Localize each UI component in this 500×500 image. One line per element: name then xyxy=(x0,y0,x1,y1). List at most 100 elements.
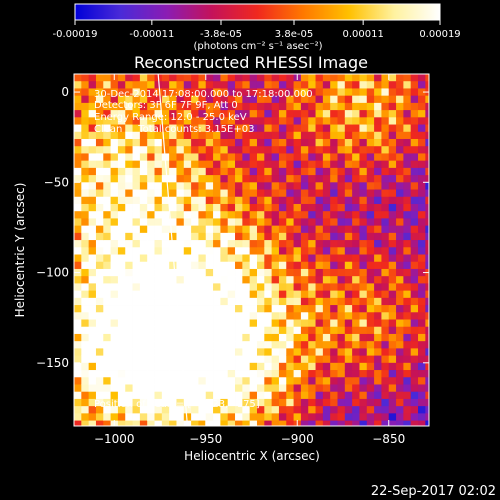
heatmap-cell xyxy=(330,377,338,385)
heatmap-cell xyxy=(110,247,119,255)
heatmap-cell xyxy=(249,377,258,385)
heatmap-cell xyxy=(396,225,404,234)
heatmap-cell xyxy=(278,167,287,176)
heatmap-cell xyxy=(256,254,265,263)
heatmap-cell xyxy=(132,124,141,133)
heatmap-cell xyxy=(88,131,97,140)
heatmap-cell xyxy=(198,146,207,154)
heatmap-cell xyxy=(366,102,375,111)
heatmap-cell xyxy=(359,160,368,169)
heatmap-cell xyxy=(169,175,177,183)
heatmap-cell xyxy=(330,81,338,89)
heatmap-cell xyxy=(300,413,309,421)
heatmap-cell xyxy=(235,160,243,169)
heatmap-cell xyxy=(161,362,170,371)
heatmap-cell xyxy=(220,232,229,241)
heatmap-cell xyxy=(81,377,90,385)
heatmap-cell xyxy=(242,312,251,320)
heatmap-cell xyxy=(322,261,331,270)
heatmap-cell xyxy=(278,333,287,342)
heatmap-cell xyxy=(330,175,338,183)
heatmap-cell xyxy=(74,131,82,140)
heatmap-cell xyxy=(264,305,273,313)
heatmap-cell xyxy=(220,254,229,263)
heatmap-cell xyxy=(242,102,251,111)
heatmap-cell xyxy=(117,276,126,284)
heatmap-cell xyxy=(88,370,97,378)
heatmap-cell xyxy=(220,81,229,89)
heatmap-cell xyxy=(286,102,294,111)
heatmap-cell xyxy=(227,370,236,378)
heatmap-cell xyxy=(256,110,265,118)
heatmap-cell xyxy=(191,117,199,125)
heatmap-cell xyxy=(286,370,294,378)
y-axis: 0−50−100−150 xyxy=(36,85,429,370)
heatmap-cell xyxy=(396,131,404,140)
heatmap-cell xyxy=(132,211,141,219)
heatmap-cell xyxy=(410,355,419,364)
heatmap-cell xyxy=(381,326,390,335)
heatmap-cell xyxy=(330,355,338,364)
heatmap-cell xyxy=(278,341,287,349)
heatmap-cell xyxy=(95,391,104,400)
heatmap-cell xyxy=(227,391,236,400)
heatmap-cell xyxy=(396,153,404,162)
heatmap-cell xyxy=(293,160,302,169)
heatmap-cell xyxy=(337,348,346,356)
heatmap-cell xyxy=(103,391,111,400)
heatmap-cell xyxy=(286,420,294,426)
heatmap-cell xyxy=(278,370,287,378)
heatmap-cell xyxy=(103,377,111,385)
heatmap-cell xyxy=(271,406,280,414)
heatmap-cell xyxy=(352,341,360,349)
heatmap-cell xyxy=(271,110,280,118)
heatmap-cell xyxy=(330,370,338,378)
heatmap-cell xyxy=(374,88,382,97)
heatmap-cell xyxy=(322,81,331,89)
heatmap-cell xyxy=(103,95,111,104)
heatmap-cell xyxy=(410,203,419,212)
heatmap-cell xyxy=(81,391,90,400)
heatmap-cell xyxy=(81,384,90,393)
heatmap-cell xyxy=(403,240,412,248)
heatmap-cell xyxy=(352,160,360,169)
heatmap-cell xyxy=(205,268,214,277)
heatmap-cell xyxy=(235,413,243,421)
heatmap-cell xyxy=(117,319,126,328)
heatmap-cell xyxy=(235,333,243,342)
heatmap-cell xyxy=(366,377,375,385)
heatmap-cell xyxy=(81,95,90,104)
heatmap-cell xyxy=(154,211,163,219)
heatmap-cell xyxy=(403,312,412,320)
heatmap-cell xyxy=(191,370,199,378)
heatmap-cell xyxy=(315,305,324,313)
heatmap-cell xyxy=(81,153,90,162)
heatmap-cell xyxy=(271,370,280,378)
heatmap-cell xyxy=(220,218,229,227)
heatmap-cell xyxy=(337,110,346,118)
heatmap-cell xyxy=(117,175,126,183)
heatmap-cell xyxy=(403,175,412,183)
heatmap-cell xyxy=(169,138,177,147)
heatmap-cell xyxy=(403,384,412,393)
heatmap-cell xyxy=(176,117,185,125)
heatmap-cell xyxy=(374,420,382,426)
heatmap-cell xyxy=(176,305,185,313)
heatmap-cell xyxy=(293,341,302,349)
heatmap-cell xyxy=(403,110,412,118)
heatmap-cell xyxy=(286,225,294,234)
heatmap-cell xyxy=(352,254,360,263)
heatmap-cell xyxy=(74,384,82,393)
heatmap-cell xyxy=(308,175,316,183)
heatmap-cell xyxy=(359,95,368,104)
heatmap-cell xyxy=(176,95,185,104)
heatmap-cell xyxy=(81,276,90,284)
heatmap-cell xyxy=(256,290,265,299)
heatmap-cell xyxy=(293,413,302,421)
heatmap-cell xyxy=(278,276,287,284)
heatmap-cell xyxy=(337,341,346,349)
heatmap-cell xyxy=(337,182,346,190)
heatmap-cell xyxy=(139,305,148,313)
heatmap-cell xyxy=(425,240,429,248)
heatmap-cell xyxy=(337,124,346,133)
